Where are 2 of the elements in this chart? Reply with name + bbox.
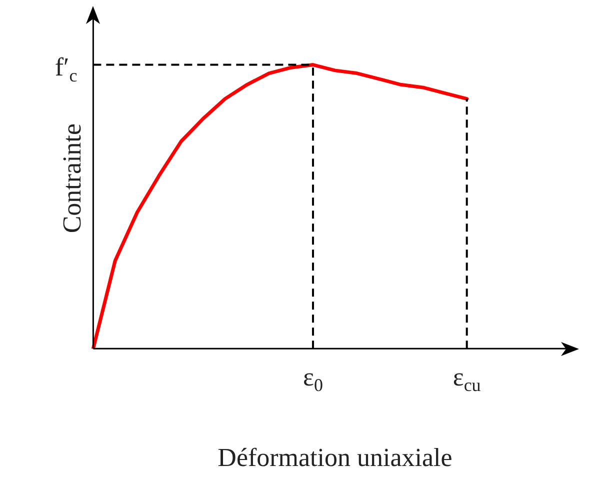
- x-axis-title: Déformation uniaxiale: [218, 443, 452, 472]
- y-axis-title: Contrainte: [57, 123, 86, 234]
